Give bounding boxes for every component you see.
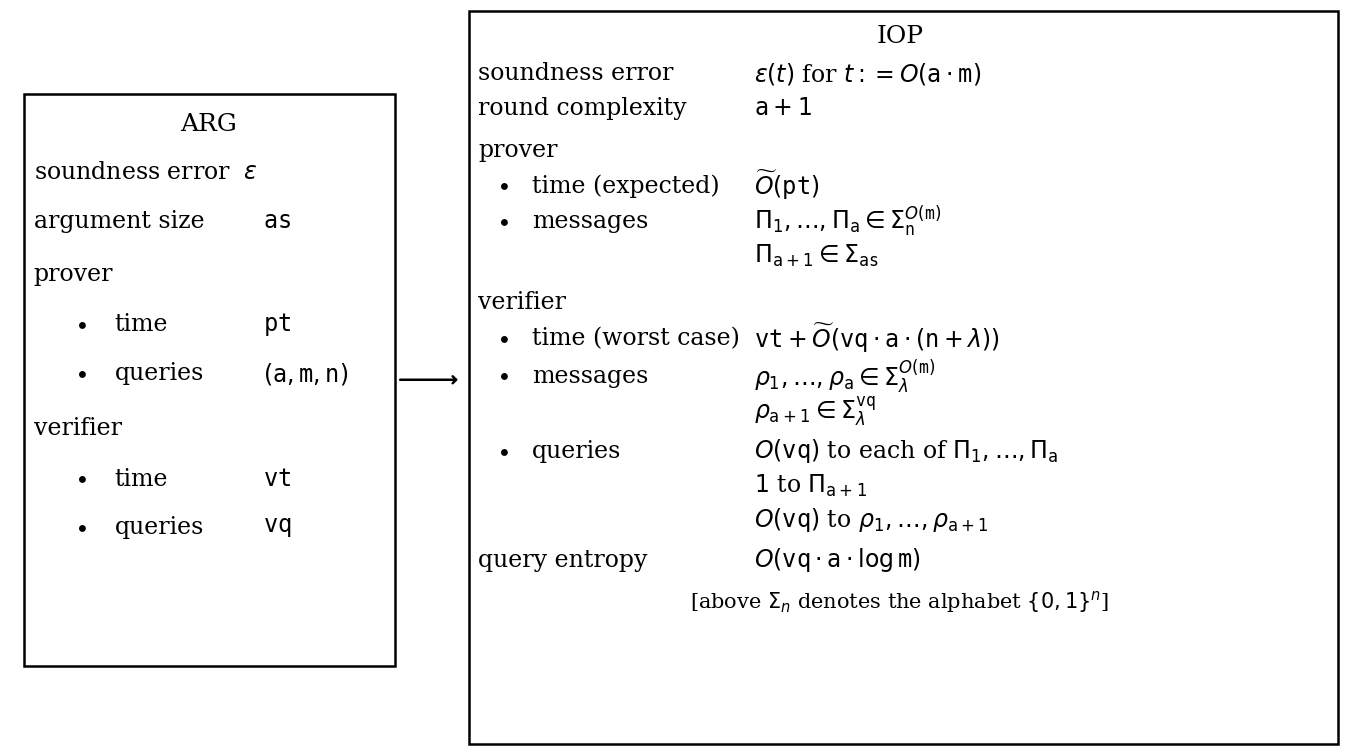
Text: argument size: argument size	[34, 211, 205, 233]
Text: time: time	[114, 468, 168, 490]
Text: verifier: verifier	[478, 291, 566, 314]
Text: soundness error  $\epsilon$: soundness error $\epsilon$	[34, 162, 257, 184]
Text: time (worst case): time (worst case)	[532, 327, 740, 350]
Text: $\mathtt{vt} + \widetilde{O}(\mathtt{vq} \cdot \mathtt{a} \cdot (\mathtt{n} + \l: $\mathtt{vt} + \widetilde{O}(\mathtt{vq}…	[754, 322, 1001, 355]
Text: query entropy: query entropy	[478, 549, 648, 572]
Text: $O(\mathtt{vq})$ to $\rho_1, \ldots, \rho_{\mathtt{a}+1}$: $O(\mathtt{vq})$ to $\rho_1, \ldots, \rh…	[754, 506, 989, 535]
FancyBboxPatch shape	[469, 11, 1338, 744]
Text: $O(\mathtt{vq} \cdot \mathtt{a} \cdot \log \mathtt{m})$: $O(\mathtt{vq} \cdot \mathtt{a} \cdot \l…	[754, 546, 921, 575]
Text: $\bullet$: $\bullet$	[74, 314, 88, 336]
Text: $\bullet$: $\bullet$	[496, 210, 509, 232]
FancyBboxPatch shape	[24, 94, 395, 666]
Text: $\Pi_1, \ldots, \Pi_{\mathtt{a}} \in \Sigma_{\mathtt{n}}^{O(\mathtt{m})}$: $\Pi_1, \ldots, \Pi_{\mathtt{a}} \in \Si…	[754, 203, 942, 239]
Text: queries: queries	[114, 362, 203, 385]
Text: $\mathtt{vt}$: $\mathtt{vt}$	[263, 468, 291, 490]
Text: $\bullet$: $\bullet$	[496, 365, 509, 387]
Text: messages: messages	[532, 210, 648, 232]
Text: $1$ to $\Pi_{\mathtt{a}+1}$: $1$ to $\Pi_{\mathtt{a}+1}$	[754, 473, 867, 499]
Text: queries: queries	[532, 440, 621, 462]
Text: $\bullet$: $\bullet$	[496, 440, 509, 462]
Text: $\bullet$: $\bullet$	[496, 327, 509, 350]
Text: [above $\Sigma_n$ denotes the alphabet $\{0,1\}^n$]: [above $\Sigma_n$ denotes the alphabet $…	[690, 589, 1110, 614]
Text: time (expected): time (expected)	[532, 174, 719, 198]
Text: verifier: verifier	[34, 417, 121, 440]
Text: $\mathtt{as}$: $\mathtt{as}$	[263, 211, 291, 233]
Text: $\rho_1, \ldots, \rho_{\mathtt{a}} \in \Sigma_{\lambda}^{O(\mathtt{m})}$: $\rho_1, \ldots, \rho_{\mathtt{a}} \in \…	[754, 357, 935, 395]
Text: messages: messages	[532, 365, 648, 387]
Text: $O(\mathtt{vq})$ to each of $\Pi_1, \ldots, \Pi_{\mathtt{a}}$: $O(\mathtt{vq})$ to each of $\Pi_1, \ldo…	[754, 437, 1059, 465]
Text: $(\mathtt{a}, \mathtt{m}, \mathtt{n})$: $(\mathtt{a}, \mathtt{m}, \mathtt{n})$	[263, 361, 348, 387]
Text: prover: prover	[34, 263, 113, 286]
Text: $\mathtt{a} + 1$: $\mathtt{a} + 1$	[754, 97, 812, 120]
Text: $\Pi_{\mathtt{a}+1} \in \Sigma_{\mathtt{as}}$: $\Pi_{\mathtt{a}+1} \in \Sigma_{\mathtt{…	[754, 243, 880, 268]
Text: prover: prover	[478, 139, 558, 162]
Text: $\mathtt{pt}$: $\mathtt{pt}$	[263, 311, 291, 338]
Text: $\rho_{\mathtt{a}+1} \in \Sigma_{\lambda}^{\mathtt{vq}}$: $\rho_{\mathtt{a}+1} \in \Sigma_{\lambda…	[754, 393, 876, 428]
Text: $\bullet$: $\bullet$	[496, 174, 509, 197]
Text: round complexity: round complexity	[478, 97, 687, 120]
Text: $\bullet$: $\bullet$	[74, 468, 88, 490]
Text: $\widetilde{O}(\mathtt{pt})$: $\widetilde{O}(\mathtt{pt})$	[754, 169, 820, 202]
Text: $\bullet$: $\bullet$	[74, 517, 88, 539]
Text: ARG: ARG	[180, 113, 237, 135]
Text: $\epsilon(t)$ for $t := O(\mathtt{a} \cdot \mathtt{m})$: $\epsilon(t)$ for $t := O(\mathtt{a} \cd…	[754, 61, 982, 86]
Text: soundness error: soundness error	[478, 62, 674, 85]
Text: $\bullet$: $\bullet$	[74, 362, 88, 385]
Text: IOP: IOP	[877, 25, 923, 47]
Text: time: time	[114, 314, 168, 336]
Text: $\mathtt{vq}$: $\mathtt{vq}$	[263, 517, 291, 539]
Text: queries: queries	[114, 517, 203, 539]
